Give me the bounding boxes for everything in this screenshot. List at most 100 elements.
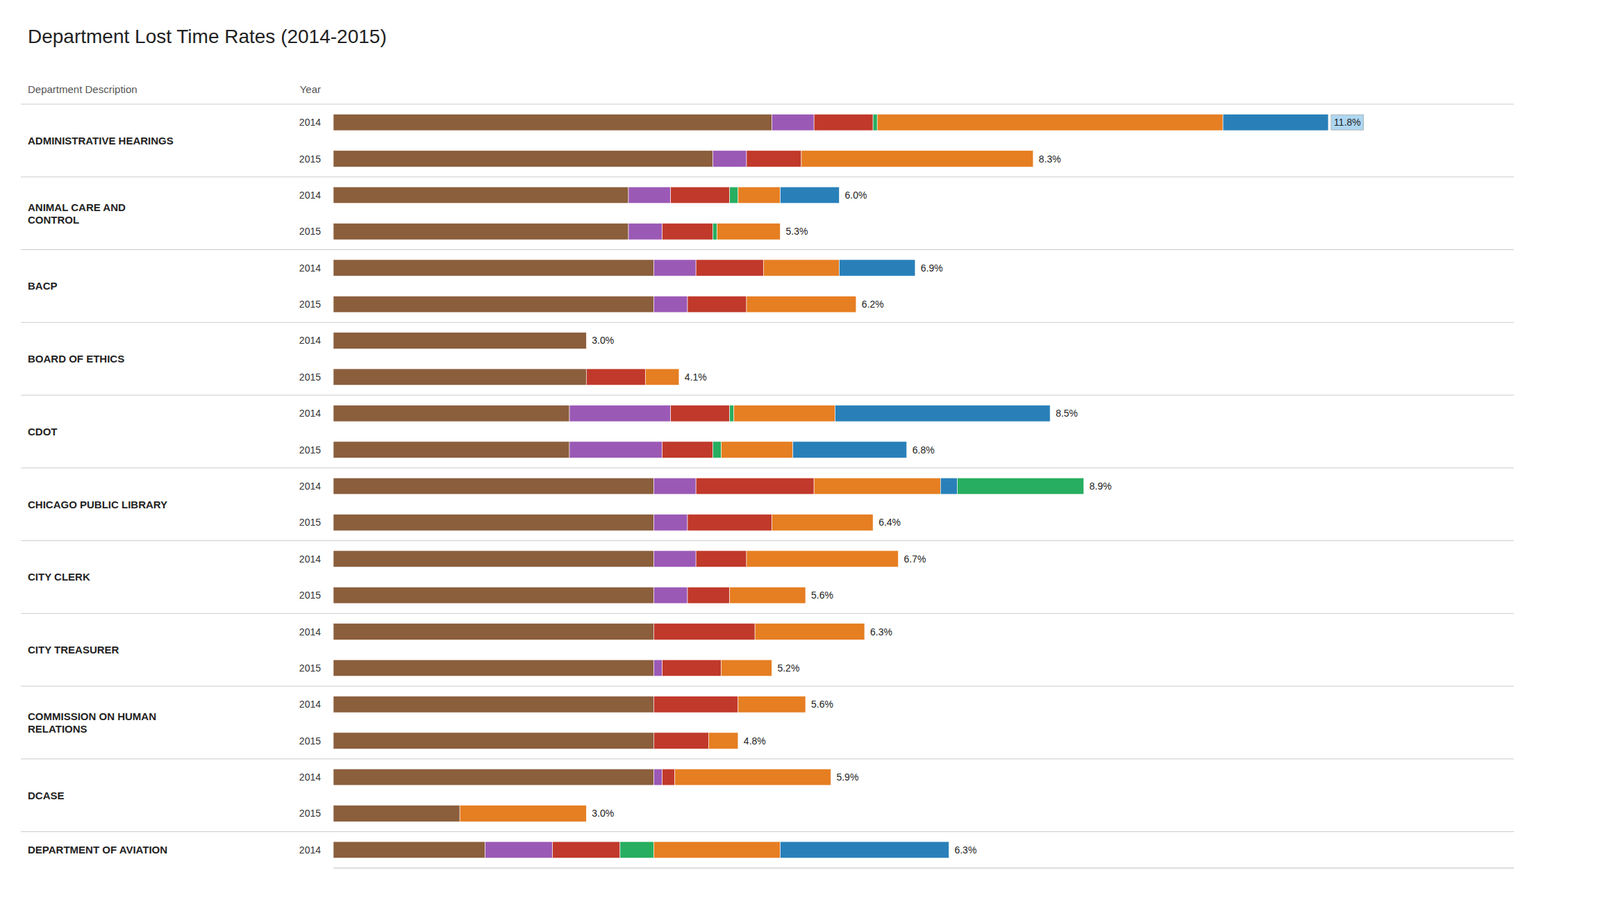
total-label: 5.2% (777, 662, 800, 674)
y-tick-label: 2014 (299, 626, 321, 638)
x-axis-line (333, 868, 1514, 869)
bar-segment (628, 186, 671, 204)
department-label-line: ADMINISTRATIVE HEARINGS (27, 134, 174, 147)
bar-segment (586, 332, 587, 350)
total-labels: 11.8%8.3%6.0%5.3%6.9%6.2%3.0%4.1%8.5%6.8… (591, 114, 1364, 856)
title: Department Lost Time Rates (2014-2015) (27, 25, 387, 48)
bar-segment (897, 550, 899, 568)
y-tick-label: 2015 (299, 662, 321, 674)
y-tick-label: 2015 (299, 225, 321, 237)
total-label: 8.5% (1055, 407, 1078, 419)
bar-segment (662, 659, 722, 677)
department-label-line: CITY TREASURER (27, 643, 120, 656)
bar-segment (872, 514, 874, 532)
y-tick-label: 2014 (299, 334, 321, 346)
bar-segment (662, 441, 714, 459)
bar-segment (675, 768, 832, 786)
department-label: ANIMAL CARE ANDCONTROL (27, 201, 126, 226)
y-tick-label: 2014 (299, 480, 321, 492)
total-label: 8.9% (1089, 480, 1112, 492)
background (0, 0, 1600, 900)
bar-segment (835, 404, 1051, 422)
y-tick-label: 2015 (299, 371, 321, 383)
bar-segment (333, 404, 570, 422)
bar-segment (333, 332, 587, 350)
bar-segment (628, 223, 663, 241)
bar-segment (653, 550, 696, 568)
y-tick-label: 2014 (299, 116, 321, 128)
total-label: 6.7% (904, 553, 927, 565)
bar-segment (333, 586, 654, 604)
department-label: CITY TREASURER (27, 643, 120, 656)
bar-segment (771, 113, 814, 131)
bar-segment (813, 113, 873, 131)
bar-segment (586, 332, 587, 350)
bar-segment (695, 477, 814, 495)
department-label-line: BACP (27, 279, 58, 292)
bar-segment (586, 368, 646, 386)
bar-segment (780, 186, 840, 204)
bar-segment (712, 223, 717, 241)
total-label: 11.8% (1334, 116, 1362, 128)
bar-segment (552, 841, 621, 859)
bar-segment (653, 477, 696, 495)
bars (333, 113, 1329, 858)
bar-segment (653, 732, 709, 750)
total-label: 6.4% (878, 516, 901, 528)
bar-segment (662, 768, 675, 786)
bar-segment (653, 295, 688, 313)
y-tick-label: 2014 (299, 553, 321, 565)
bar-segment (839, 259, 916, 277)
bar-segment (695, 550, 747, 568)
department-label-line: ANIMAL CARE AND (27, 201, 126, 214)
bar-segment (333, 732, 654, 750)
group-separator (20, 395, 1514, 396)
bar-segment (763, 259, 839, 277)
bar-segment (813, 477, 941, 495)
bar-segment (459, 805, 587, 823)
bar-segment (738, 186, 781, 204)
bar-segment (653, 696, 738, 714)
y-tick-label: 2014 (299, 262, 321, 274)
department-label-line: RELATIONS (27, 722, 88, 735)
bar-segment (771, 514, 873, 532)
group-separator (20, 249, 1514, 250)
y-tick-label: 2015 (299, 516, 321, 528)
department-label-line: COMMISSION ON HUMAN (27, 710, 157, 723)
bar-segment (729, 404, 735, 422)
bar-segment (737, 732, 739, 750)
bar-segment (721, 659, 773, 677)
bar-segment (653, 259, 696, 277)
total-label: 6.3% (954, 844, 977, 856)
bar-segment (333, 223, 629, 241)
y-tick-label: 2015 (299, 298, 321, 310)
bar-segment (586, 332, 587, 350)
bar-segment (653, 768, 662, 786)
bar-segment (333, 696, 654, 714)
bar-segment (333, 259, 654, 277)
total-label: 5.3% (786, 225, 809, 237)
y-tick-label: 2014 (299, 771, 321, 783)
bar-segment (729, 586, 806, 604)
bar-segment (940, 477, 957, 495)
group-separator (20, 104, 1514, 105)
department-label: BACP (27, 279, 58, 292)
chart: Department Lost Time Rates (2014-2015)De… (0, 0, 1600, 900)
bar-segment (333, 150, 713, 168)
bar-segment (738, 696, 806, 714)
bar-segment (780, 841, 950, 859)
bar-segment (333, 477, 654, 495)
bar-segment (734, 404, 836, 422)
group-separator (20, 540, 1514, 541)
bar-segment (687, 295, 747, 313)
bar-segment (1032, 150, 1034, 168)
bar-segment (586, 805, 587, 823)
department-label-line: CITY CLERK (27, 570, 91, 583)
bar-segment (877, 113, 1223, 131)
department-label: DCASE (27, 789, 65, 802)
department-label: CDOT (27, 425, 58, 438)
bar-segment (586, 332, 587, 350)
total-label: 5.6% (811, 589, 834, 601)
group-separator (20, 613, 1514, 614)
bar-segment (746, 150, 802, 168)
